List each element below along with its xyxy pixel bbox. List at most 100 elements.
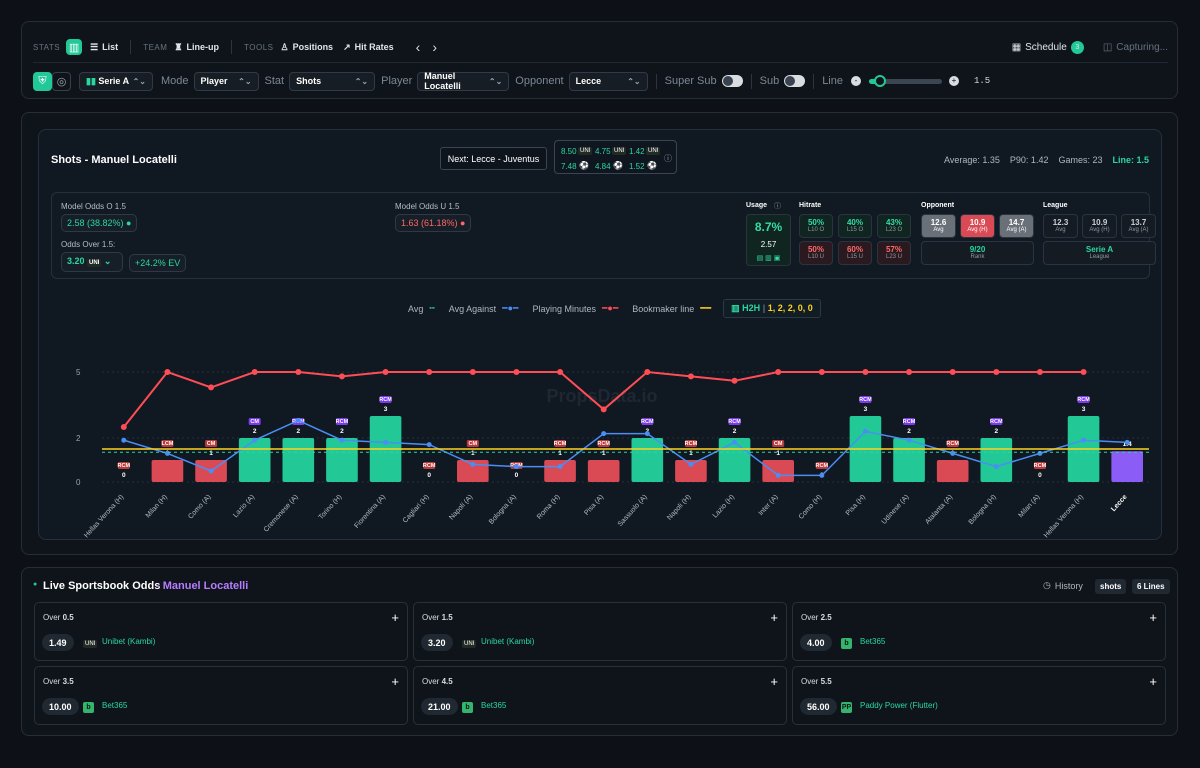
- avg-against-point: [557, 464, 563, 470]
- position-badge: [335, 418, 348, 425]
- avg-against-point: [688, 461, 694, 467]
- stats-section-label: STATS: [33, 42, 61, 52]
- x-tick-label: Roma (H): [536, 494, 562, 521]
- add-line-button[interactable]: +: [391, 674, 399, 689]
- add-line-button[interactable]: +: [770, 674, 778, 689]
- position-badge: [466, 440, 479, 447]
- league-select[interactable]: ▮▮ Serie A ⌃⌄: [79, 71, 153, 91]
- minutes-point: [208, 384, 215, 391]
- chart-card: Shots - Manuel Locatelli Next: Lecce - J…: [38, 129, 1162, 540]
- line-minus-button[interactable]: -: [850, 76, 861, 86]
- bookmaker-name: Unibet (Kambi): [102, 637, 156, 646]
- position-label: RCM: [379, 397, 392, 403]
- odds-over-select[interactable]: 3.20 UNI ⌄: [61, 252, 123, 272]
- previous-arrow-icon[interactable]: ‹: [415, 39, 421, 55]
- bet365-icon: b: [841, 638, 852, 649]
- hitrate-l15-over: 40% L15 O: [838, 214, 872, 238]
- league-avg: 12.3 Avg: [1043, 214, 1078, 238]
- bar: [893, 438, 925, 482]
- odd-value: 1.52: [629, 162, 645, 171]
- position-label: RCM: [336, 419, 349, 425]
- position-badge: [1033, 462, 1046, 469]
- next-arrow-icon[interactable]: ›: [432, 39, 437, 55]
- x-tick-label: Cagliari (H): [402, 494, 431, 525]
- odds-card[interactable]: Over 0.5 +1.49 UNI Unibet (Kambi): [34, 602, 408, 661]
- x-tick-label: Como (H): [798, 494, 824, 521]
- odds-card[interactable]: Over 1.5 +3.20 UNI Unibet (Kambi): [413, 602, 787, 661]
- super-sub-toggle[interactable]: [721, 75, 743, 87]
- odds-card[interactable]: Over 4.5 +21.00 b Bet365: [413, 666, 787, 725]
- odd-value: 7.48: [561, 162, 577, 171]
- player-select[interactable]: Manuel Locatelli ⌃⌄: [417, 71, 510, 91]
- avg-against-point: [819, 472, 825, 478]
- avg-against-point: [601, 431, 607, 437]
- hit-rates-button[interactable]: ↗ Hit Rates: [343, 41, 394, 53]
- capturing-button[interactable]: ◫ Capturing...: [1102, 41, 1168, 53]
- mode-select[interactable]: Player ⌃⌄: [193, 71, 259, 91]
- info-icon[interactable]: ⓘ: [774, 203, 781, 210]
- position-label: CM: [250, 419, 259, 425]
- line-up-button[interactable]: ♜ Line-up: [174, 41, 219, 53]
- add-line-button[interactable]: +: [391, 610, 399, 625]
- lines-count[interactable]: 6 Lines: [1132, 579, 1170, 594]
- bar-value-label: 3: [1082, 406, 1086, 413]
- minutes-point: [949, 369, 956, 375]
- positions-button[interactable]: ♙ Positions: [280, 41, 334, 53]
- add-line-button[interactable]: +: [770, 610, 778, 625]
- x-tick-label: Bologna (H): [968, 494, 998, 526]
- add-line-button[interactable]: +: [1149, 674, 1157, 689]
- shield-icon[interactable]: ⛨: [33, 71, 52, 91]
- odd-value: 4.84: [595, 162, 611, 171]
- x-tick-label: Napoli (A): [448, 494, 474, 522]
- line-slider[interactable]: [868, 74, 942, 87]
- bar-value-label: 0: [1038, 472, 1042, 479]
- avg-against-point: [862, 428, 868, 434]
- minutes-point: [644, 369, 651, 375]
- shirt-icon: ♜: [174, 41, 183, 52]
- unibet-logo: UNI: [646, 147, 661, 155]
- minutes-point: [775, 369, 782, 375]
- minutes-point: [338, 373, 345, 380]
- tools-section-label: TOOLS: [244, 42, 274, 52]
- schedule-button[interactable]: ▦ Schedule 3: [1012, 40, 1084, 54]
- position-label: RCM: [641, 419, 654, 425]
- position-badge: [554, 440, 567, 447]
- league-name-box: Serie A League: [1043, 241, 1156, 265]
- bar-value-label: 1: [689, 450, 693, 457]
- history-button[interactable]: ◷ History: [1043, 580, 1083, 591]
- next-match-button[interactable]: Next: Lecce - Juventus: [440, 147, 547, 170]
- globe-icon[interactable]: ◎: [52, 71, 71, 91]
- odds-card[interactable]: Over 5.5 +56.00 PP Paddy Power (Flutter): [792, 666, 1166, 725]
- position-badge: [597, 440, 610, 447]
- opponent-select[interactable]: Lecce ⌃⌄: [568, 71, 648, 91]
- odds-card[interactable]: Over 3.5 +10.00 b Bet365: [34, 666, 408, 725]
- minutes-point: [600, 406, 607, 413]
- unibet-logo: UNI: [87, 259, 102, 267]
- info-icon[interactable]: ⓘ: [664, 154, 672, 163]
- top-toolbar: STATS ▥ ☰ List TEAM ♜ Line-up TOOLS ♙ Posit…: [21, 21, 1178, 99]
- bar-chart-icon[interactable]: ▥: [66, 39, 83, 55]
- usage-icons: ▤ ▥ ▣: [756, 255, 781, 262]
- sub-toggle[interactable]: [784, 75, 806, 87]
- bookmaker-logo: UNI: [83, 636, 98, 648]
- h2h-button[interactable]: ▥ H2H | 1, 2, 2, 0, 0: [723, 299, 821, 318]
- line-plus-button[interactable]: +: [948, 76, 959, 86]
- line-slider-thumb[interactable]: [873, 74, 886, 87]
- hitrate-l15-under: 60% L15 U: [838, 241, 872, 265]
- y-tick-label: 5: [76, 368, 81, 377]
- avg-against-point: [426, 442, 432, 448]
- italy-flag-icon: ▮▮: [86, 75, 96, 86]
- bookmaker-logo: b: [83, 700, 94, 713]
- model-over-label: Model Odds O 1.5: [61, 202, 126, 211]
- list-view-button[interactable]: ☰ List: [90, 41, 119, 53]
- bar-value-label: 2: [995, 428, 999, 435]
- odds-card[interactable]: Over 2.5 +4.00 b Bet365: [792, 602, 1166, 661]
- minutes-point: [862, 369, 869, 375]
- shots-tab[interactable]: shots: [1095, 579, 1127, 594]
- add-line-button[interactable]: +: [1149, 610, 1157, 625]
- position-label: RCM: [1077, 397, 1090, 403]
- divider: [130, 40, 132, 54]
- stat-select[interactable]: Shots ⌃⌄: [289, 71, 376, 91]
- list-icon: ☰: [90, 41, 99, 52]
- over-label: Over 5.5: [801, 677, 832, 686]
